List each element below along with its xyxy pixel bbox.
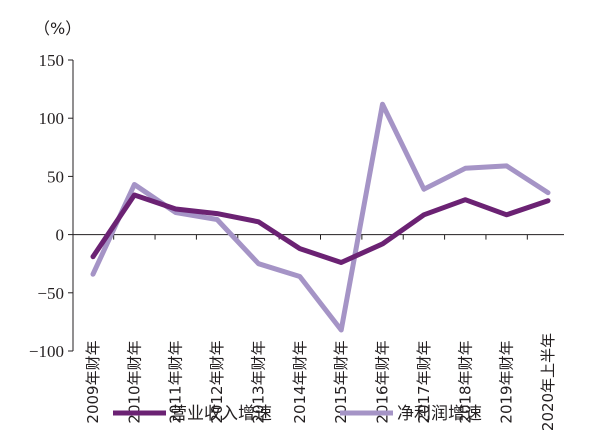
y-tick-label: −50	[37, 284, 64, 303]
x-tick-label: 2020年上半年	[539, 333, 557, 431]
y-tick-label: 100	[39, 109, 65, 128]
x-tick-label: 2018年财年	[456, 340, 474, 423]
y-tick-label: −100	[29, 342, 64, 361]
axes	[72, 60, 564, 351]
y-ticks: 150 100 50 0 −50 −100	[29, 51, 73, 361]
legend-label-profit: 净利润增速	[397, 404, 482, 424]
x-tick-label: 2010年财年	[125, 340, 143, 423]
x-tick-label: 2011年财年	[167, 340, 185, 423]
x-tick-label: 2009年财年	[84, 340, 102, 423]
x-tick-label: 2012年财年	[208, 340, 226, 423]
x-tick-label: 2015年财年	[332, 340, 350, 423]
x-tick-label: 2013年财年	[249, 340, 267, 423]
legend: 营业收入增速 净利润增速	[113, 404, 482, 424]
series-lines	[90, 101, 551, 333]
y-tick-label: 0	[56, 226, 65, 245]
series-line-revenue	[90, 192, 551, 265]
x-ticks: 2009年财年 2010年财年 2011年财年 2012年财年 2013年财年 2014年…	[84, 234, 557, 431]
x-tick-label: 2017年财年	[415, 340, 433, 423]
x-tick-label: 2016年财年	[374, 340, 392, 423]
legend-label-revenue: 营业收入增速	[170, 404, 272, 424]
series-line-profit	[90, 101, 551, 333]
y-tick-label: 150	[39, 51, 65, 70]
x-tick-label: 2019年财年	[498, 340, 516, 423]
y-unit-label: （%）	[34, 19, 81, 38]
y-tick-label: 50	[47, 167, 64, 186]
x-tick-label: 2014年财年	[291, 340, 309, 423]
